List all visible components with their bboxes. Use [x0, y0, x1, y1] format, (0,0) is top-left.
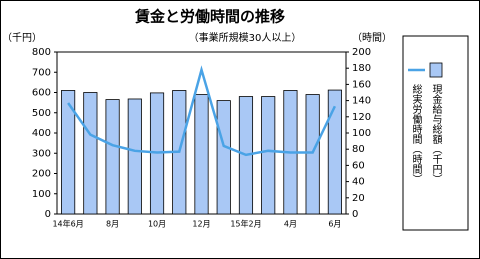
- legend-label: 総実労働時間（時間）: [410, 83, 422, 184]
- y2-tick-label: 120: [352, 112, 371, 123]
- chart-subtitle: （事業所規模30人以上）: [189, 31, 302, 44]
- x-tick-label: 14年6月: [52, 219, 83, 229]
- y2-tick-label: 140: [352, 96, 371, 107]
- x-tick-label: 10月: [148, 220, 166, 229]
- bar: [83, 92, 98, 215]
- y2-tick-label: 80: [352, 144, 365, 155]
- y2-tick-label: 160: [352, 79, 371, 90]
- y2-tick-label: 20: [352, 193, 365, 204]
- y2-axis-label: （時間）: [352, 32, 392, 44]
- y2-tick-label: 200: [352, 47, 371, 58]
- bar: [61, 90, 76, 215]
- x-tick-label: 6月: [328, 220, 341, 229]
- y-tick-label: 100: [32, 189, 51, 200]
- bar: [105, 99, 120, 215]
- x-tick-label: 15年2月: [230, 219, 261, 229]
- y2-tick-label: 40: [352, 177, 365, 188]
- legend-swatch: [429, 62, 443, 78]
- y2-tick-label: 180: [352, 63, 371, 74]
- bar: [127, 98, 142, 215]
- x-tick-label: 8月: [106, 220, 119, 229]
- y-tick-label: 500: [32, 108, 51, 119]
- y-tick-label: 600: [32, 88, 51, 99]
- bar: [327, 89, 342, 215]
- legend-label: 現金給与総額（千円）: [430, 84, 442, 184]
- y-tick-label: 300: [32, 148, 51, 159]
- x-tick-label: 12月: [192, 220, 210, 229]
- bar: [194, 94, 209, 215]
- x-tick-label: 4月: [284, 220, 297, 229]
- y-axis-label: （千円）: [2, 32, 42, 44]
- chart-title: 賃金と労働時間の推移: [134, 8, 285, 26]
- y2-tick-label: 60: [352, 160, 365, 171]
- y-tick-label: 400: [32, 128, 51, 139]
- bar: [305, 94, 320, 215]
- y-tick-label: 800: [32, 47, 51, 58]
- y2-tick-label: 100: [352, 128, 371, 139]
- bar: [261, 96, 276, 215]
- y2-tick-label: 0: [352, 209, 358, 220]
- bar: [216, 100, 231, 215]
- y-tick-label: 0: [45, 209, 51, 220]
- y-tick-label: 700: [32, 67, 51, 78]
- y-tick-label: 200: [32, 169, 51, 180]
- line: [67, 65, 337, 157]
